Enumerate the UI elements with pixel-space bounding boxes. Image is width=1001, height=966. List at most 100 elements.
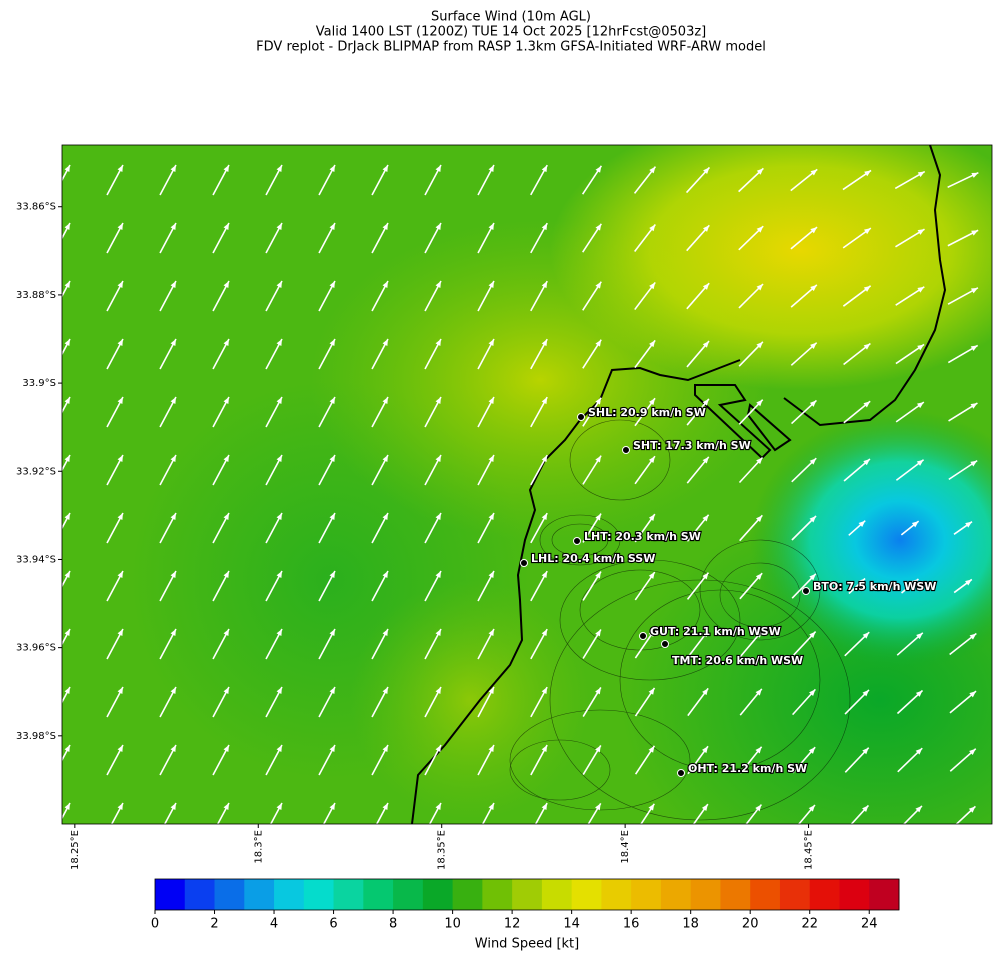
wind-arrow-head <box>595 629 601 637</box>
wind-arrow-head <box>488 454 494 462</box>
wind-arrow-head <box>64 164 70 172</box>
wind-arrow-head <box>595 397 602 405</box>
wind-arrow-head <box>435 164 441 172</box>
wind-arrow-head <box>223 686 229 694</box>
station-label: SHT: 17.3 km/h SW <box>633 439 751 452</box>
colorbar-segment <box>244 879 275 910</box>
wind-arrow-head <box>488 338 494 346</box>
wind-arrow-head <box>810 227 818 234</box>
wind-arrow-head <box>117 454 123 462</box>
wind-arrow-head <box>809 516 817 523</box>
station-dot <box>622 446 630 454</box>
wind-arrow-head <box>223 280 229 288</box>
wind-arrow-head <box>435 454 441 462</box>
wind-arrow-head <box>969 691 977 698</box>
wind-arrow-head <box>701 804 708 811</box>
station-dot <box>520 559 528 567</box>
wind-arrow-head <box>649 282 656 290</box>
wind-arrow-head <box>276 512 282 520</box>
y-tick-label: 33.98°S <box>16 731 56 742</box>
colorbar-tick-label: 8 <box>389 917 397 932</box>
wind-arrow-head <box>223 338 229 346</box>
wind-arrow-head <box>810 284 817 292</box>
title-line: FDV replot - DrJack BLIPMAP from RASP 1.… <box>256 40 766 55</box>
wind-arrow-head <box>64 628 70 636</box>
wind-arrow-head <box>702 456 709 464</box>
wind-arrow-head <box>858 578 866 585</box>
wind-arrow-head <box>541 629 548 637</box>
wind-arrow-head <box>648 745 655 753</box>
colorbar-segment <box>839 879 870 910</box>
wind-arrow-head <box>435 512 441 520</box>
colorbar-segment <box>303 879 335 910</box>
wind-arrow-head <box>329 802 335 810</box>
wind-arrow-head <box>488 570 494 578</box>
wind-arrow-head <box>702 746 709 754</box>
wind-arrow-head <box>488 512 494 520</box>
wind-arrow-head <box>965 521 973 528</box>
wind-arrow-head <box>863 458 870 466</box>
wind-arrow-head <box>223 164 229 172</box>
wind-arrow-head <box>276 628 282 636</box>
wind-arrow-head <box>64 280 70 288</box>
wind-arrow-head <box>64 222 70 230</box>
colorbar-segment <box>274 879 305 910</box>
wind-arrow-head <box>649 224 656 232</box>
y-tick-label: 33.88°S <box>16 290 56 301</box>
wind-arrow-head <box>223 512 229 520</box>
wind-arrow-head <box>911 521 919 528</box>
wind-arrow-head <box>541 165 548 173</box>
wind-arrow-head <box>595 455 602 463</box>
y-tick-label: 33.86°S <box>16 202 56 213</box>
station-dot <box>573 537 581 545</box>
wind-arrow-head <box>969 748 976 756</box>
wind-arrow-head <box>382 338 388 346</box>
wind-arrow-head <box>382 396 388 404</box>
wind-arrow-head <box>382 280 388 288</box>
wind-arrow-head <box>223 454 229 462</box>
wind-arrow-head <box>756 168 764 175</box>
wind-arrow-head <box>702 283 710 290</box>
station-label: BTO: 7.5 km/h WSW <box>813 580 936 593</box>
wind-arrow-head <box>170 222 176 230</box>
wind-arrow-head <box>970 460 978 467</box>
station-label: LHL: 20.4 km/h SSW <box>531 552 655 565</box>
wind-arrow-head <box>702 630 709 638</box>
wind-arrow-head <box>916 632 923 640</box>
wind-arrow-head <box>64 802 70 810</box>
station-dot <box>639 632 647 640</box>
wind-arrow-head <box>170 744 176 752</box>
station-label: TMT: 20.6 km/h WSW <box>672 654 803 667</box>
wind-arrow-head <box>329 628 335 636</box>
wind-arrow-head <box>64 396 70 404</box>
colorbar-tick-label: 4 <box>270 917 278 932</box>
wind-arrow-head <box>435 338 441 346</box>
wind-arrow-head <box>917 402 924 409</box>
colorbar-segment <box>690 879 721 910</box>
wind-arrow-head <box>595 571 601 579</box>
colorbar-segment <box>214 879 245 910</box>
wind-arrow-head <box>595 281 602 289</box>
wind-arrow-head <box>648 687 655 695</box>
wind-arrow-head <box>863 343 871 350</box>
wind-arrow-head <box>435 280 441 288</box>
wind-arrow-head <box>595 223 602 231</box>
wind-arrow-head <box>276 570 282 578</box>
wind-arrow-head <box>276 222 282 230</box>
wind-arrow-head <box>117 338 123 346</box>
station-dot <box>577 413 585 421</box>
wind-arrow-head <box>917 344 925 351</box>
wind-arrow-head <box>117 570 123 578</box>
x-tick-label: 18.45°E <box>804 830 815 870</box>
wind-arrow-head <box>862 632 870 639</box>
wind-arrow-head <box>649 166 656 174</box>
wind-arrow-head <box>276 802 282 810</box>
y-tick-label: 33.9°S <box>22 378 56 389</box>
wind-arrow-head <box>649 398 656 406</box>
wind-arrow-head <box>64 338 70 346</box>
wind-arrow-head <box>329 164 335 172</box>
colorbar-tick-label: 10 <box>444 917 461 932</box>
wind-arrow-head <box>702 688 709 696</box>
wind-arrow-head <box>862 747 869 755</box>
x-tick-label: 18.4°E <box>620 830 631 864</box>
